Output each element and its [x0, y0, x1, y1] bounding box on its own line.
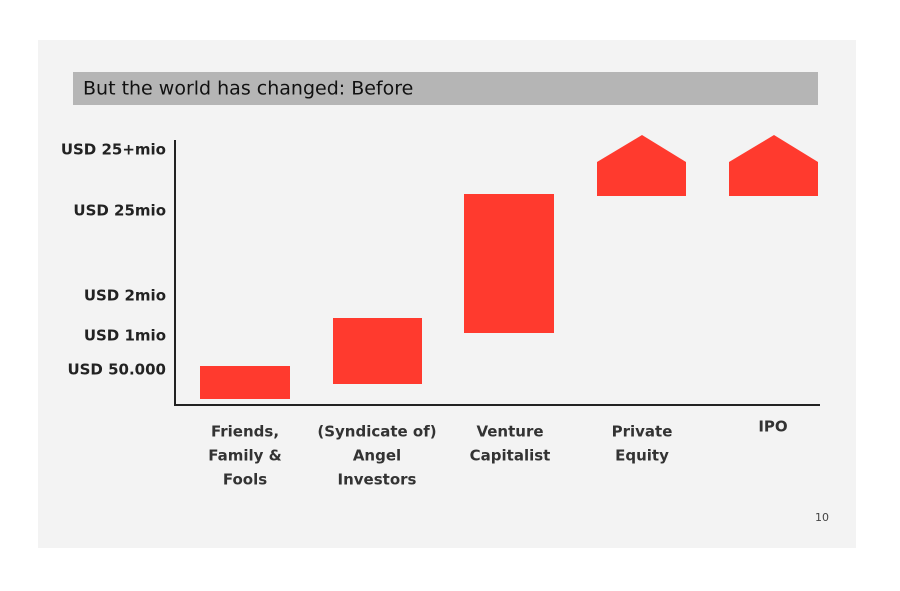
category-label: IPO — [758, 418, 787, 436]
range-bar — [333, 318, 422, 384]
open-end-arrow — [729, 135, 818, 162]
category-label: Angel — [353, 447, 401, 465]
range-bar — [200, 366, 290, 399]
range-bar — [464, 194, 554, 333]
y-axis-label: USD 50.000 — [67, 361, 166, 379]
range-bar — [729, 162, 818, 196]
range-bar — [597, 162, 686, 196]
category-label: Private — [612, 423, 673, 441]
category-label: Capitalist — [470, 447, 551, 465]
category-label: Equity — [615, 447, 669, 465]
y-axis-label: USD 2mio — [84, 287, 166, 305]
y-axis-label: USD 25mio — [73, 202, 166, 220]
category-label: (Syndicate of) — [317, 423, 436, 441]
y-axis-label: USD 1mio — [84, 327, 166, 345]
category-label: Venture — [476, 423, 543, 441]
open-end-arrow — [597, 135, 686, 162]
category-label: Fools — [223, 471, 267, 489]
category-label: Investors — [338, 471, 417, 489]
page-number: 10 — [815, 511, 829, 524]
category-label: Family & — [208, 447, 281, 465]
y-axis-label: USD 25+mio — [61, 141, 166, 159]
title-bar — [73, 72, 818, 105]
range-bars — [200, 135, 818, 399]
slide-title: But the world has changed: Before — [83, 78, 413, 100]
category-label: Friends, — [211, 423, 279, 441]
category-labels: Friends, Family & Fools (Syndicate of) Angel… — [208, 418, 787, 489]
